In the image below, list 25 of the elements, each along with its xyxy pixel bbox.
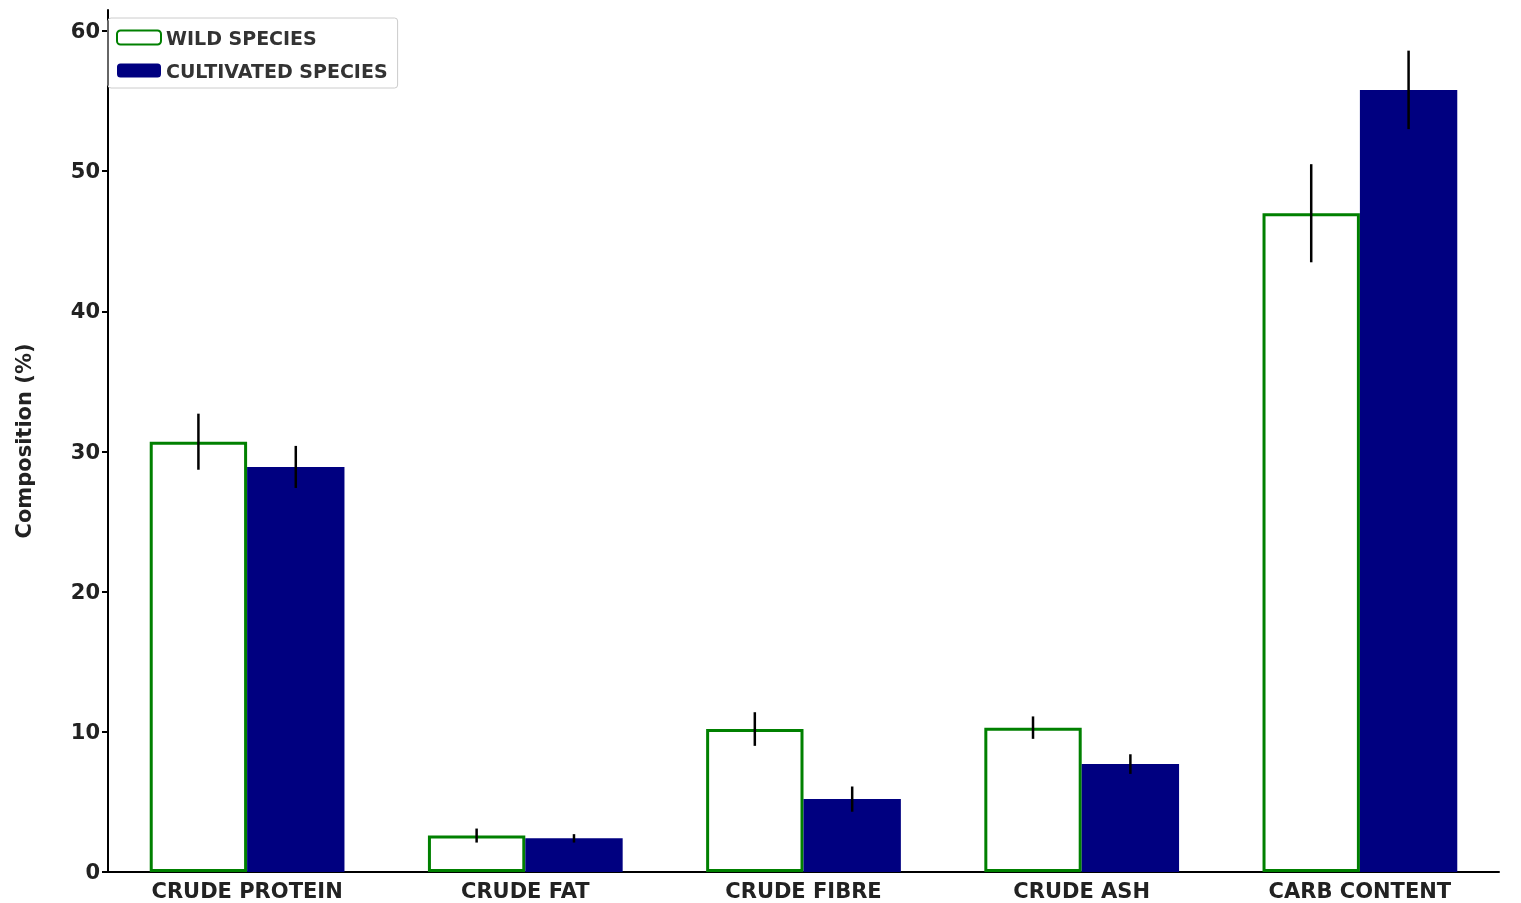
x-tick-label: CARB CONTENT: [1268, 878, 1452, 903]
y-tick-label: 10: [70, 719, 100, 744]
legend-label: WILD SPECIES: [166, 26, 317, 49]
bar: [706, 729, 804, 872]
y-tick-label: 50: [70, 159, 100, 184]
legend-label: CULTIVATED SPECIES: [166, 59, 388, 82]
bar: [803, 799, 901, 872]
y-tick-label: 0: [85, 860, 100, 884]
y-tick-label: 60: [70, 19, 100, 44]
bar: [149, 441, 248, 872]
y-tick-label: 40: [70, 299, 100, 324]
x-tick-label: CRUDE FAT: [461, 878, 591, 903]
x-tick-label: CRUDE FIBRE: [725, 878, 882, 903]
y-tick-label: 30: [70, 439, 100, 464]
bar: [427, 835, 526, 872]
bar: [1359, 89, 1458, 872]
x-tick-label: CRUDE ASH: [1013, 878, 1151, 903]
x-tick-label: CRUDE PROTEIN: [151, 878, 343, 903]
bar: [1081, 764, 1180, 872]
y-axis-title: Composition (%): [11, 343, 36, 539]
bar: [984, 727, 1082, 872]
y-tick-label: 20: [70, 579, 100, 604]
bar: [1262, 213, 1360, 872]
bar: [525, 838, 623, 872]
bar: [247, 466, 345, 872]
